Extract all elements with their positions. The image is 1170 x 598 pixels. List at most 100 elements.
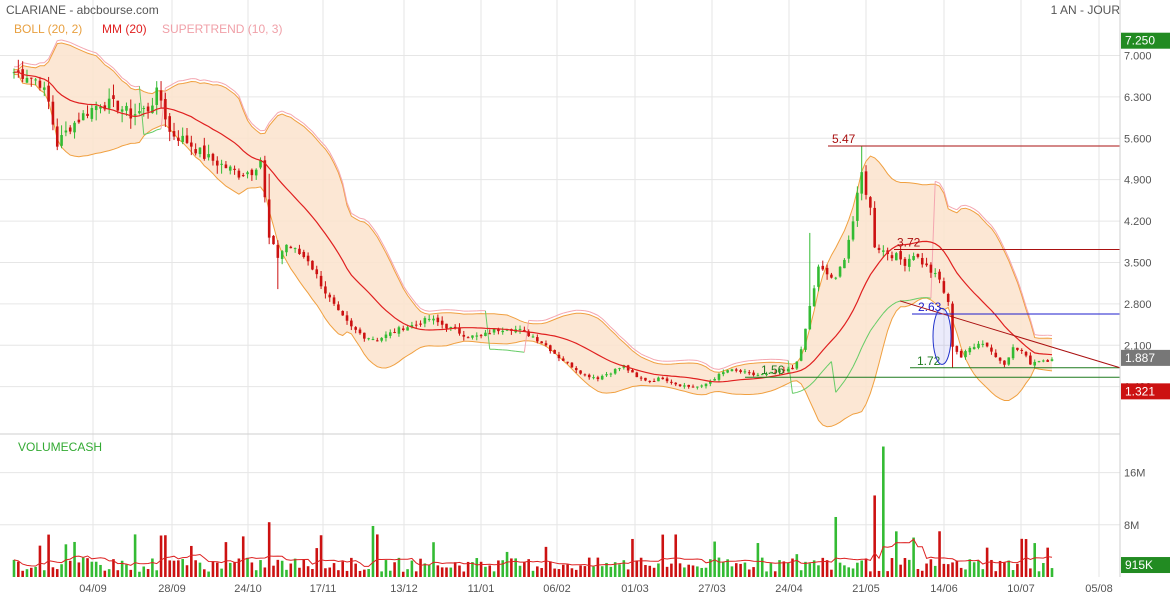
candle-body <box>687 384 690 387</box>
date-tick-label: 01/03 <box>621 583 649 595</box>
volume-bar <box>228 562 232 577</box>
volume-bar <box>981 569 985 577</box>
volume-bar <box>756 543 760 577</box>
date-tick-label: 10/07 <box>1007 583 1035 595</box>
volume-bar <box>618 564 621 577</box>
candle-body <box>203 145 206 159</box>
volume-bar <box>652 567 656 577</box>
candle-body <box>553 350 556 354</box>
candle-body <box>609 373 613 375</box>
date-tick-label: 04/09 <box>79 583 107 595</box>
volume-bar <box>635 560 639 577</box>
candle-body <box>380 337 383 341</box>
volume-bar <box>696 566 699 577</box>
candle-body <box>55 126 59 147</box>
volume-bar <box>531 570 535 577</box>
last-price-box-text: 1.887 <box>1125 351 1155 365</box>
volume-bar <box>622 560 626 577</box>
last-price-box <box>1121 349 1170 366</box>
candle-body <box>799 349 803 361</box>
volume-bar <box>380 571 383 577</box>
price-candles <box>12 59 1054 390</box>
candle-body <box>371 339 375 341</box>
annotation-level-label: 3.72 <box>897 235 921 249</box>
candle-body <box>497 328 500 332</box>
volume-bar <box>739 563 742 577</box>
candle-body <box>527 331 530 337</box>
volume-bar <box>510 558 513 577</box>
annotation-level-label: 5.47 <box>832 132 856 146</box>
candle-body <box>838 266 842 277</box>
candle-body <box>306 255 310 262</box>
candle-body <box>596 377 600 380</box>
volume-bar <box>164 535 167 577</box>
candle-body <box>600 375 604 380</box>
volume-bar <box>825 560 829 577</box>
volume-bar <box>445 567 448 577</box>
volume-bar <box>449 567 453 577</box>
volume-bar <box>912 537 915 577</box>
volume-bar <box>198 562 202 577</box>
candle-body <box>194 149 197 154</box>
candle-body <box>224 164 228 169</box>
candle-body <box>856 192 859 221</box>
candle-body <box>1007 357 1011 365</box>
date-tick-label: 11/01 <box>468 583 495 595</box>
volume-bar <box>116 570 120 577</box>
candle-body <box>760 374 764 376</box>
candle-body <box>631 370 634 373</box>
candle-body <box>492 328 496 333</box>
volume-bar <box>1046 547 1049 577</box>
candle-body <box>129 108 133 119</box>
high-price-box-text: 7.250 <box>1125 34 1155 48</box>
volume-bar <box>142 566 146 577</box>
legend-boll: BOLL (20, 2) <box>14 22 83 36</box>
candle-body <box>605 374 608 376</box>
candle-body <box>747 372 751 374</box>
candle-body <box>1042 360 1045 362</box>
price-tick-label: 3.500 <box>1124 257 1152 269</box>
volume-bar <box>410 560 414 577</box>
volume-bar <box>81 557 85 577</box>
volume-bar <box>466 561 470 577</box>
candle-body <box>786 368 790 372</box>
volume-bar <box>51 567 55 577</box>
candle-body <box>722 372 725 375</box>
volume-bar <box>786 562 790 577</box>
candle-body <box>220 163 223 165</box>
candle-body <box>151 105 154 114</box>
volume-bar <box>125 564 128 577</box>
candle-body <box>613 369 617 374</box>
volume-bar <box>968 559 972 577</box>
candle-body <box>730 369 734 372</box>
candle-body <box>942 281 946 293</box>
volume-bar <box>929 559 933 577</box>
candle-body <box>466 337 470 339</box>
candle-body <box>985 342 989 347</box>
volume-bar <box>285 569 288 577</box>
candle-body <box>272 235 275 245</box>
volume-bar <box>890 558 894 577</box>
candle-body <box>99 106 102 109</box>
date-tick-label: 27/03 <box>698 583 726 595</box>
volume-bar <box>501 560 505 577</box>
candle-body <box>440 320 444 325</box>
volume-bar <box>955 560 959 577</box>
volume-bar <box>462 571 466 577</box>
volume-bar <box>670 563 673 577</box>
candle-body <box>709 381 712 384</box>
volume-bar <box>272 565 275 577</box>
annotation-level-label: 1.72 <box>917 354 941 368</box>
volume-bar <box>933 565 937 577</box>
volume-bar <box>920 570 924 577</box>
volume-bar <box>1011 570 1015 577</box>
candle-body <box>68 127 72 132</box>
chart-title: CLARIANE - abcbourse.com <box>6 3 159 17</box>
candle-body <box>133 114 137 116</box>
candle-body <box>903 258 907 266</box>
volume-bar <box>773 571 777 577</box>
candle-body <box>587 374 591 378</box>
price-tick-label: 4.900 <box>1124 175 1152 187</box>
volume-bar <box>574 569 578 577</box>
